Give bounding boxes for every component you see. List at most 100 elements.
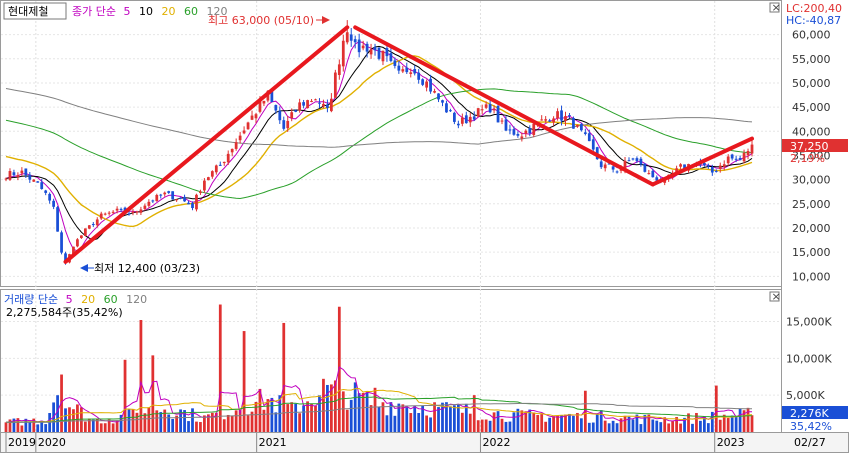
price-tick-label: 35,000 [792,149,831,162]
volume-bar [199,422,202,432]
volume-bar [326,384,329,432]
candle [718,162,722,173]
volume-bar [123,359,127,432]
candle [218,161,222,166]
candle [95,217,99,228]
candle [639,156,643,167]
candle [226,150,230,165]
volume-bar [583,390,587,432]
candle [361,40,365,51]
candle [274,104,278,114]
volume-bar [373,387,377,432]
candle [147,199,151,208]
volume-bar [433,402,436,432]
candle [516,131,520,138]
volume-bar [750,415,754,432]
volume-bar [528,409,532,432]
volume-tick-label: 10,000K [786,352,832,365]
candle [143,203,147,211]
x-tick-label: 2019 [8,436,36,449]
volume-bar [333,380,337,432]
volume-bar [595,414,599,432]
volume-bar [738,408,742,432]
price-tick-label: 50,000 [792,77,831,90]
candle [449,108,452,112]
candle [468,113,472,127]
trend-lines [63,25,754,264]
volume-bar [703,416,706,432]
volume-bar [187,421,190,432]
volume-bar [203,415,206,432]
volume-bar [544,421,548,432]
volume-bar [44,424,48,432]
candle [111,210,115,215]
volume-bar [91,419,95,432]
volume-bar [445,402,448,432]
price-legend: 종가 단순 5 10 20 60 120 [72,5,227,18]
candle [738,155,742,161]
volume-legend: 거래량 단순 5 20 60 120 [4,293,147,306]
candle [87,225,91,230]
candle [91,222,95,227]
volume-bar [234,410,238,432]
volume-moving-average-lines [5,366,753,423]
candle [460,113,464,127]
candle [417,69,421,84]
volume-bar [560,415,563,432]
candle [131,208,135,216]
close-icon: × [772,1,781,14]
volume-bar [472,395,476,432]
volume-bar [167,414,171,432]
candle [175,199,179,202]
close-volume-panel-button[interactable] [769,291,780,302]
volume-bar [218,304,222,432]
price-tick-label: 55,000 [792,53,831,66]
candle [472,111,476,122]
close-price-panel-button[interactable] [769,2,780,13]
candle [548,118,552,123]
candle [24,168,28,179]
volume-bar [401,404,405,432]
candle [20,167,24,176]
candle [679,163,682,170]
candle [560,105,563,126]
candle [60,230,63,255]
candle [484,101,488,110]
candle [298,98,302,113]
volume-bar [746,407,750,432]
x-axis: 2019 2020 2021 2022 2023 [5,433,745,452]
volume-bar [556,415,559,432]
volume-bar [131,408,135,432]
high-arrow-icon [316,16,330,24]
ma60-line [5,88,753,200]
candle [310,99,313,103]
candle [107,211,111,216]
volume-bar [20,425,24,432]
volume-bar [175,415,179,432]
candle [508,124,512,135]
volume-bar [409,413,413,432]
high-annotation: 최고 63,000 (05/10) [208,14,314,27]
candle [730,153,734,161]
candle [330,93,333,113]
volume-bar [246,415,250,432]
volume-bar [524,411,528,432]
volume-bar [119,414,123,432]
stock-name-box[interactable] [3,2,67,20]
volume-bar [361,392,365,432]
candle [48,192,52,204]
volume-bar [365,392,369,432]
low-arrow-icon [80,264,94,272]
candle [381,50,385,66]
candle [750,140,754,157]
volume-bar [718,419,722,432]
volume-bar [214,412,218,432]
volume-bar [266,399,270,432]
candle [203,178,206,193]
x-tick-label: 2020 [38,436,66,449]
candle [76,238,79,248]
volume-bar [607,423,611,432]
candle [429,74,432,94]
price-tick-label: 40,000 [792,125,831,138]
volume-bar [722,414,726,432]
